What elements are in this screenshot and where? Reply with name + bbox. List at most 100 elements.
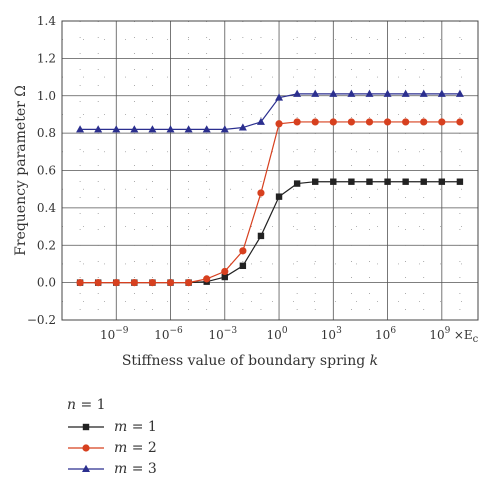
data-point <box>420 178 427 185</box>
data-point <box>220 125 229 133</box>
x-tick-label: 106 <box>375 326 396 342</box>
data-point <box>365 118 374 126</box>
data-point <box>275 93 284 101</box>
y-tick-label: 0.0 <box>37 276 56 290</box>
data-point <box>94 125 103 133</box>
y-tick-label: −0.2 <box>27 313 56 327</box>
x-tick-label: 103 <box>321 326 342 342</box>
data-point <box>221 273 228 281</box>
legend-label-rest: = 1 <box>127 418 157 435</box>
x-tick-exponent: −9 <box>115 326 129 336</box>
y-tick-label: 1.2 <box>37 51 56 65</box>
data-point <box>148 125 157 133</box>
x-tick-label: 109 <box>429 326 450 342</box>
x-tick-base: 10 <box>100 328 115 342</box>
data-point <box>166 279 175 287</box>
x-tick-base: 10 <box>267 328 282 342</box>
grid <box>62 20 478 321</box>
y-tick-label: 0.6 <box>37 164 56 178</box>
data-point <box>456 178 464 185</box>
series-circle <box>76 118 464 287</box>
x-tick-exponent: 3 <box>336 326 342 336</box>
data-point <box>130 279 138 287</box>
data-point <box>402 178 409 185</box>
series-triangle <box>76 89 464 133</box>
series-line <box>80 121 460 284</box>
legend-label-var: m <box>114 418 128 435</box>
x-tick-base: 10 <box>375 328 390 342</box>
data-point <box>329 118 337 126</box>
data-point <box>329 89 338 97</box>
legend-entry: m = 1 <box>66 416 157 437</box>
y-tick-label: 0.8 <box>37 126 56 140</box>
data-point <box>347 89 356 97</box>
x-tick-label: 100 <box>267 326 288 342</box>
x-tick-label: 10−6 <box>154 326 183 342</box>
legend-swatch <box>68 464 104 472</box>
y-axis-ticks: −0.2 0.0 0.2 0.4 0.6 0.8 1.0 1.2 1.4 <box>27 14 56 327</box>
data-point <box>293 89 302 97</box>
legend-title: n = 1 <box>67 394 157 416</box>
data-point <box>82 423 90 430</box>
y-tick-label: 1.4 <box>37 14 56 28</box>
data-point <box>239 247 247 255</box>
data-point <box>185 279 193 287</box>
data-point <box>221 267 229 276</box>
legend-label-rest: = 2 <box>127 439 157 456</box>
x-axis-ticks: 10−9 10−6 10−3 100 103 106 109 <box>100 326 451 342</box>
data-point <box>438 118 446 126</box>
data-point <box>275 193 283 200</box>
data-point <box>365 89 374 97</box>
data-point <box>383 118 392 126</box>
data-point <box>94 279 102 287</box>
legend-entry: m = 2 <box>66 437 157 458</box>
data-point <box>257 189 265 197</box>
legend-label: m = 3 <box>114 461 157 477</box>
data-point <box>384 178 391 185</box>
data-point <box>437 89 446 97</box>
data-point <box>312 178 319 185</box>
x-axis-unit-sub: c <box>473 334 479 345</box>
data-point <box>203 275 211 283</box>
data-point <box>239 262 247 270</box>
data-point <box>456 118 464 126</box>
data-point <box>330 178 337 185</box>
data-point <box>257 232 265 240</box>
series-line <box>80 181 460 284</box>
chart: −0.20.00.20.40.60.81.01.21.4 10−9 10−6 10−… <box>13 14 479 369</box>
x-tick-exponent: 0 <box>282 326 288 336</box>
legend-label-var: m <box>114 460 128 477</box>
legend-entry: m = 3 <box>66 458 157 479</box>
y-tick-label: 0.2 <box>37 238 56 252</box>
legend-label: m = 1 <box>114 419 157 435</box>
data-point <box>311 89 320 97</box>
plot-frame <box>61 20 479 321</box>
data-point <box>311 118 319 126</box>
data-point <box>166 125 175 133</box>
data-point <box>148 279 157 287</box>
data-point <box>82 443 90 452</box>
x-axis-unit-text: ×E <box>454 328 473 342</box>
data-point <box>293 180 301 187</box>
data-point <box>402 118 410 126</box>
legend-label: m = 2 <box>114 440 157 456</box>
legend-title-var: n <box>67 397 77 413</box>
legend-swatch <box>68 423 104 430</box>
x-tick-base: 10 <box>429 328 444 342</box>
x-tick-label: 10−3 <box>209 326 238 342</box>
data-point <box>348 178 355 185</box>
data-point <box>419 89 428 97</box>
legend-swatch <box>68 443 104 452</box>
x-tick-exponent: −3 <box>224 326 238 336</box>
legend-title-rest: = 1 <box>76 397 106 413</box>
data-point <box>202 125 211 133</box>
x-tick-exponent: 9 <box>445 326 451 336</box>
data-point <box>256 117 265 125</box>
data-point <box>366 178 373 185</box>
x-axis-unit: ×Ec <box>454 328 479 345</box>
legend-label-rest: = 3 <box>127 460 157 477</box>
x-axis-label: Stiffness value of boundary spring k <box>122 353 378 369</box>
data-point <box>293 118 301 126</box>
series-square <box>76 178 464 286</box>
